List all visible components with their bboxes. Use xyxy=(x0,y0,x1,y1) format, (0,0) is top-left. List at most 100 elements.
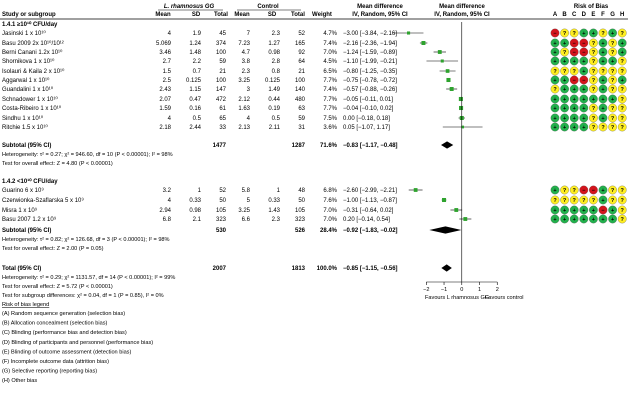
rob-circle xyxy=(617,122,627,132)
mean2-value: 7 xyxy=(247,31,251,37)
subgroup-1-rows: Jasinski 1 x 10¹⁰ 4 1.9 45 7 2.3 52 4.7% −3.00 [… xyxy=(2,28,627,132)
legend-title: Risk of bias legend xyxy=(2,302,49,308)
total1-value: 374 xyxy=(216,41,227,47)
mean1-value: 3.46 xyxy=(159,50,171,56)
plot-title-header: Mean difference xyxy=(439,4,485,10)
mean1-value: 1.5 xyxy=(163,69,172,75)
study-name: Misra 1 x 10⁹ xyxy=(2,207,38,214)
rob-symbol: + xyxy=(563,97,566,103)
rob-circle xyxy=(560,38,569,48)
rob-symbol: + xyxy=(553,188,556,194)
rob-symbol: + xyxy=(573,59,576,65)
total1-value: 100 xyxy=(216,78,227,84)
rob-symbol: ? xyxy=(573,188,577,194)
rob-symbol: ? xyxy=(573,31,577,37)
rob-circle xyxy=(608,195,617,205)
study-row: Sindhu 1 x 10¹⁰ 4 0.5 65 4 0.5 59 7.5% 0.00 [−0.… xyxy=(2,113,627,123)
rob-symbol: + xyxy=(563,125,566,131)
study-name: Aggarwal 1 x 10¹⁰ xyxy=(2,77,50,84)
total2-value: 50 xyxy=(298,198,305,204)
rob-symbol: + xyxy=(611,31,614,37)
sd2-value: 2.11 xyxy=(269,125,281,131)
study-row: Basu 2009 2x 10¹⁰/10¹² 5.069 1.24 374 7.23 1.… xyxy=(2,38,627,48)
study-row: Aggarwal 1 x 10¹⁰ 2.5 0.125 100 3.25 0.125 100… xyxy=(2,75,627,85)
rob-circle xyxy=(550,28,560,38)
effect-square xyxy=(449,87,454,91)
rob-symbol: + xyxy=(592,97,595,103)
rob-circle xyxy=(598,75,608,85)
rob-symbol: ? xyxy=(592,41,596,47)
rob-circle xyxy=(560,185,569,195)
rob-symbol: + xyxy=(582,106,585,112)
subtotal-total1: 530 xyxy=(216,228,227,234)
ci-value: −0.57 [−0.88, −0.26] xyxy=(343,87,397,93)
effect-square xyxy=(454,208,459,212)
rob-circle xyxy=(579,66,589,76)
rob-circle xyxy=(579,75,589,85)
rob-symbol: + xyxy=(553,125,556,131)
ci-value: −2.16 [−2.36, −1.94] xyxy=(343,41,397,47)
total1-value: 61 xyxy=(219,106,226,112)
total1-value: 100 xyxy=(216,50,227,56)
rob-circle xyxy=(569,28,579,38)
rob-circle xyxy=(550,214,560,224)
rob-circle xyxy=(608,75,617,85)
effect-square xyxy=(406,31,411,35)
rob-circle xyxy=(608,94,617,104)
rob-circle xyxy=(589,47,598,57)
md-title-header: Mean difference xyxy=(357,4,403,10)
rob-circle xyxy=(560,122,569,132)
rob-circle xyxy=(598,94,608,104)
rob-circle xyxy=(589,205,598,215)
total1-value: 472 xyxy=(216,97,227,103)
rob-symbol: ? xyxy=(592,59,596,65)
study-row: Ritchie 1.5 x 10¹⁰ 2.18 2.44 33 2.13 2.11 31 3.… xyxy=(2,122,627,132)
total1-value: 45 xyxy=(219,31,226,37)
total2-value: 165 xyxy=(295,41,306,47)
legend-item: (H) Other bias xyxy=(2,378,37,384)
subgroup-2-heterogeneity: Heterogeneity: τ² = 0.82; χ² = 126.68, d… xyxy=(2,237,170,243)
rob-symbol: ? xyxy=(573,69,577,75)
rob-symbol: ? xyxy=(611,198,615,204)
sd1-value: 0.5 xyxy=(193,116,202,122)
rob-symbol: − xyxy=(582,41,585,47)
sd1-value: 2.44 xyxy=(189,125,201,131)
rob-circle xyxy=(579,205,589,215)
subtotal-weight: 71.6% xyxy=(320,143,338,149)
group1-header: L. rhamnosus GG xyxy=(164,4,215,10)
rob-circle xyxy=(579,28,589,38)
sd2-value: 0.8 xyxy=(272,69,281,75)
rob-symbol: + xyxy=(621,78,624,84)
total1-value: 33 xyxy=(219,125,226,131)
rob-circle xyxy=(579,103,589,113)
subgroup-1-overall-effect: Test for overall effect: Z = 4.80 (P < 0… xyxy=(2,161,113,167)
rob-circle xyxy=(589,75,598,85)
total-label: Total (95% CI) xyxy=(2,266,41,272)
total1-value: 50 xyxy=(219,198,226,204)
subgroup-2-overall-effect: Test for overall effect: Z = 2.00 (P = 0… xyxy=(2,246,104,252)
sd2-value: 2.3 xyxy=(272,217,281,223)
rob-circle xyxy=(608,28,617,38)
effect-square xyxy=(445,69,450,73)
sd1-value: 1.24 xyxy=(189,41,201,47)
rob-symbol: + xyxy=(553,78,556,84)
legend-item: (G) Selective reporting (reporting bias) xyxy=(2,369,97,375)
mean2-value: 2.12 xyxy=(238,97,250,103)
rob-symbol: ? xyxy=(611,69,615,75)
total-total2: 1813 xyxy=(292,266,306,272)
study-name: Ritchie 1.5 x 10¹⁰ xyxy=(2,124,48,131)
rob-symbol: + xyxy=(611,208,614,214)
mean1-value: 5.069 xyxy=(156,41,172,47)
rob-circle xyxy=(560,195,569,205)
mean2-value: 7.23 xyxy=(238,41,250,47)
rob-circle xyxy=(569,47,579,57)
rob-symbol: ? xyxy=(563,50,567,56)
sd2-value: 0.44 xyxy=(268,97,280,103)
rob-circle xyxy=(608,113,617,123)
mean2-value: 1.63 xyxy=(238,106,250,112)
subtotal-total1: 1477 xyxy=(213,143,227,149)
rob-symbol: + xyxy=(582,208,585,214)
rob-circle xyxy=(598,185,608,195)
mean1-value: 3.2 xyxy=(163,188,172,194)
subtotal-label: Subtotal (95% CI) xyxy=(2,228,51,234)
